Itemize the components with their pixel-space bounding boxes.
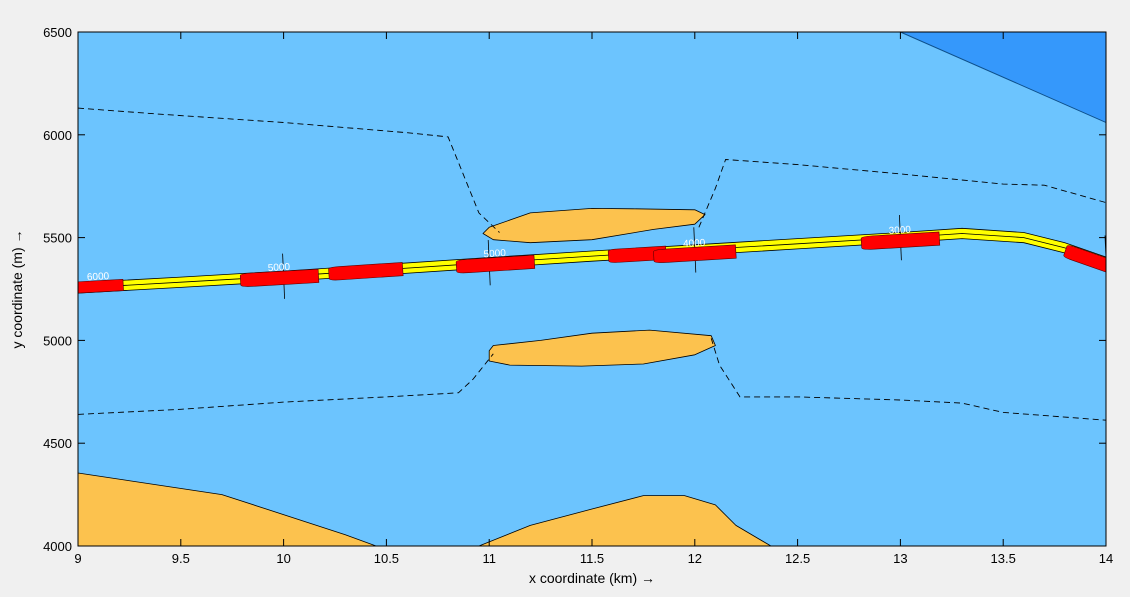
ship-2: 5000 — [239, 262, 320, 287]
depth-contour-4 — [710, 338, 1106, 421]
ship-4: 5000 — [455, 248, 536, 274]
ship-hull — [860, 231, 941, 250]
ship-hull — [455, 254, 536, 274]
ship-hull — [328, 262, 404, 281]
ship-label: 5000 — [483, 248, 506, 260]
ship-hull — [1063, 245, 1106, 275]
ship-label: 6000 — [87, 271, 110, 283]
ship-1: 6000 — [78, 271, 124, 294]
y-tick-label: 6000 — [43, 128, 72, 143]
y-tick-label: 4000 — [43, 539, 72, 554]
land-region-3 — [482, 207, 706, 244]
ship-7: 3000 — [860, 225, 941, 250]
ship-label: 3000 — [888, 225, 911, 237]
x-tick-label: 11 — [482, 551, 496, 566]
plot-area: 6000 5000 5000 4000 3000 — [78, 32, 1106, 546]
y-tick-label: 4500 — [43, 436, 72, 451]
y-tick-label: 5000 — [43, 333, 72, 348]
axes-layer: 9 9.5 10 10.5 11 11.5 12 12.5 13 13.5 14 4000 4500 50… — [43, 25, 1113, 566]
depth-contour-2 — [698, 159, 1106, 228]
x-tick-label: 14 — [1099, 551, 1113, 566]
depth-contour-3 — [78, 353, 494, 415]
ship-8 — [1063, 245, 1106, 275]
depth-contour-1 — [78, 107, 500, 233]
ship-label: 4000 — [683, 238, 706, 250]
ship-6: 4000 — [653, 238, 737, 263]
cross-section-marker-5 — [1104, 235, 1106, 268]
ship-hull — [239, 268, 320, 287]
ship-label: 5000 — [267, 262, 290, 274]
x-tick-label: 9.5 — [172, 551, 190, 566]
water-background — [78, 32, 1106, 546]
area-layer — [78, 32, 1106, 546]
y-tick-label: 6500 — [43, 25, 72, 40]
ship-hull — [653, 244, 737, 263]
y-axis-label: y coordinate (m) → — [9, 229, 25, 348]
x-tick-label: 13 — [893, 551, 907, 566]
x-tick-label: 12.5 — [785, 551, 810, 566]
x-axis-label: x coordinate (km) → — [529, 570, 655, 586]
deep-water-area — [900, 32, 1106, 124]
ship-hull — [78, 278, 124, 294]
x-tick-label: 13.5 — [991, 551, 1016, 566]
x-tick-label: 10.5 — [374, 551, 399, 566]
y-tick-label: 5500 — [43, 231, 72, 246]
contour-layer — [78, 107, 1106, 421]
x-tick-label: 10 — [276, 551, 290, 566]
x-tick-label: 11.5 — [580, 551, 604, 566]
x-tick-label: 12 — [688, 551, 702, 566]
ship-layer: 6000 5000 5000 4000 3000 — [78, 225, 1106, 294]
land-region-2 — [478, 495, 772, 546]
x-tick-label: 9 — [74, 551, 81, 566]
ship-3 — [328, 262, 404, 281]
land-region-1 — [78, 472, 377, 546]
land-region-4 — [488, 329, 716, 367]
